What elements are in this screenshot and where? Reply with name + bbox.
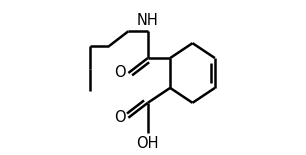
Text: O: O [114, 110, 125, 125]
Text: O: O [114, 65, 125, 80]
Text: OH: OH [136, 136, 159, 151]
Text: NH: NH [137, 13, 159, 28]
